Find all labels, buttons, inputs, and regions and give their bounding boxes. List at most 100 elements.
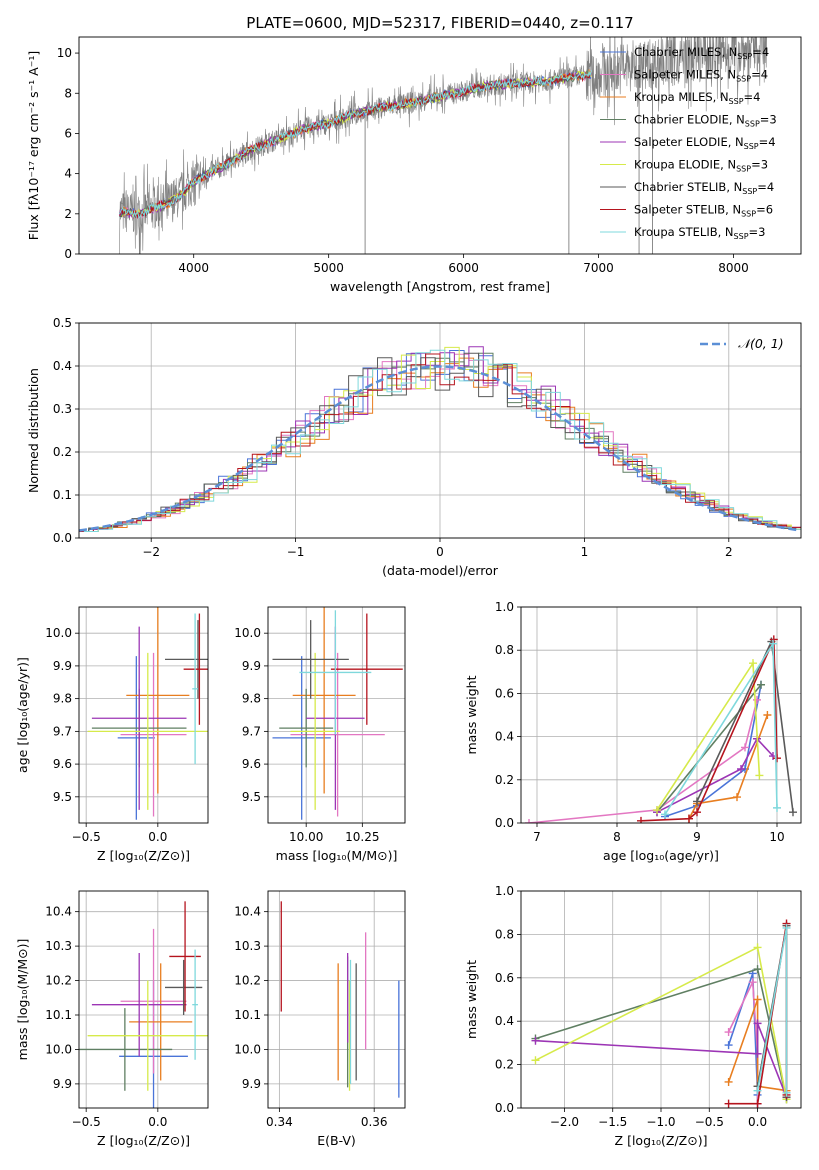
axes-frame bbox=[520, 890, 802, 1109]
x-tick-label: −0.5 bbox=[72, 1115, 101, 1129]
legend-label: Salpeter MILES, NSSP=4 bbox=[634, 68, 768, 84]
axes-frame bbox=[78, 890, 209, 1109]
y-tick-label: 0.2 bbox=[495, 773, 514, 787]
x-tick-label: 10 bbox=[769, 830, 784, 844]
y-tick-label: 0.4 bbox=[53, 359, 72, 373]
grid bbox=[79, 891, 208, 1108]
legend-label: Chabrier MILES, NSSP=4 bbox=[634, 45, 769, 61]
massweight-line-salpeter_miles bbox=[528, 699, 758, 823]
panel-age_vs_mass: 10.00 10.25 9.5 9.6 9.7 9.8 9.9 10.0 mass [log₁₀… bbox=[234, 606, 406, 863]
x-axis-label: E(B-V) bbox=[317, 1133, 356, 1148]
massweight-marker-kroupa_elodie bbox=[749, 659, 757, 668]
model-line-salpeter_stelib bbox=[119, 71, 592, 219]
y-tick-label: 10.0 bbox=[45, 626, 72, 640]
x-tick-label: 0.0 bbox=[148, 830, 167, 844]
y-tick-label: 9.8 bbox=[242, 692, 261, 706]
massweight-marker-kroupa_stelib bbox=[769, 639, 777, 648]
massweight-line-salpeter_elodie bbox=[535, 1023, 788, 1098]
x-tick-label: −1.0 bbox=[646, 1115, 675, 1129]
massweight-marker-salpeter_elodie bbox=[753, 1019, 762, 1028]
y-tick-label: 0.3 bbox=[53, 402, 72, 416]
y-tick-label: 10.3 bbox=[45, 939, 72, 953]
y-tick-label: 9.8 bbox=[53, 692, 72, 706]
y-tick-label: 9.5 bbox=[242, 790, 261, 804]
normal-curve bbox=[79, 365, 799, 532]
y-tick-label: 9.6 bbox=[242, 757, 261, 771]
axes-frame bbox=[520, 606, 802, 824]
legend-label: Kroupa MILES, NSSP=4 bbox=[634, 90, 760, 106]
x-axis-label: age [log₁₀(age/yr)] bbox=[603, 848, 719, 863]
y-tick-label: 0 bbox=[64, 247, 72, 261]
y-tick-label: 10.2 bbox=[234, 974, 261, 988]
x-tick-label: 10.25 bbox=[345, 830, 379, 844]
massweight-line-salpeter_elodie bbox=[656, 737, 774, 813]
massweight-marker-salpeter_miles bbox=[741, 743, 749, 752]
plot-area bbox=[79, 901, 208, 1108]
x-tick-label: −2.0 bbox=[550, 1115, 579, 1129]
normal-legend-label: 𝒩(0, 1) bbox=[738, 336, 784, 351]
y-tick-label: 0.6 bbox=[495, 686, 514, 700]
massweight-line-chabrier_miles bbox=[664, 684, 762, 818]
x-axis-label: Z [log₁₀(Z/Z⊙)] bbox=[615, 1133, 708, 1148]
massweight-marker-kroupa_elodie bbox=[753, 943, 762, 952]
massweight-marker-chabrier_elodie bbox=[757, 680, 765, 689]
massweight-line-kroupa_stelib bbox=[756, 927, 788, 1093]
x-tick-label: −1.5 bbox=[598, 1115, 627, 1129]
x-axis-label: Z [log₁₀(Z/Z⊙)] bbox=[97, 1133, 190, 1148]
y-axis-label: mass weight bbox=[464, 675, 479, 754]
y-tick-label: 0.4 bbox=[495, 1014, 514, 1028]
axes-frame bbox=[267, 606, 406, 824]
y-tick-label: 10 bbox=[57, 46, 72, 60]
residual-hist-salpeter_stelib bbox=[79, 353, 801, 532]
x-tick-label: 7 bbox=[533, 830, 541, 844]
massweight-marker-chabrier_miles bbox=[724, 1041, 733, 1050]
y-tick-label: 10.0 bbox=[45, 1042, 72, 1056]
massweight-marker-kroupa_elodie bbox=[531, 1056, 540, 1065]
y-tick-label: 9.7 bbox=[53, 724, 72, 738]
massweight-marker-kroupa_miles bbox=[733, 793, 741, 802]
model-line-kroupa_stelib bbox=[119, 70, 592, 219]
y-tick-label: 0.1 bbox=[53, 488, 72, 502]
massweight-marker-salpeter_stelib bbox=[693, 808, 701, 817]
y-axis-label: mass [log₁₀(M/M⊙)] bbox=[15, 939, 30, 1061]
x-axis-label: (data-model)/error bbox=[382, 563, 499, 578]
massweight-marker-salpeter_miles bbox=[724, 1028, 733, 1037]
massweight-marker-kroupa_miles bbox=[763, 711, 772, 719]
y-tick-label: 0.5 bbox=[53, 316, 72, 330]
y-tick-label: 0.6 bbox=[495, 971, 514, 985]
panel-massweight_vs_age: 7 8 9 10 0.0 0.2 0.4 0.6 0.8 1.0 age [log₁₀(age/yr… bbox=[464, 600, 802, 863]
y-tick-label: 9.9 bbox=[242, 659, 261, 673]
massweight-marker-salpeter_elodie bbox=[737, 765, 745, 773]
residual-hist-kroupa_stelib bbox=[83, 349, 801, 532]
y-tick-label: 1.0 bbox=[495, 600, 514, 614]
x-tick-label: −2 bbox=[142, 545, 160, 559]
plot-area bbox=[119, 37, 767, 254]
residual-hist-chabrier_stelib bbox=[79, 352, 797, 532]
plot-area bbox=[280, 901, 400, 1098]
legend-label: Chabrier ELODIE, NSSP=3 bbox=[634, 113, 777, 129]
y-axis-label: age [log₁₀(age/yr)] bbox=[15, 657, 30, 773]
x-tick-label: 5000 bbox=[313, 261, 344, 275]
y-tick-label: 9.5 bbox=[53, 790, 72, 804]
legend-label: Kroupa ELODIE, NSSP=3 bbox=[634, 158, 768, 174]
massweight-marker-salpeter_elodie bbox=[531, 1036, 540, 1045]
grid bbox=[268, 891, 405, 1108]
massweight-line-kroupa_miles bbox=[688, 714, 769, 820]
y-axis-label: Flux [fλ10⁻¹⁷ erg cm⁻² s⁻¹ A⁻¹] bbox=[26, 51, 41, 240]
massweight-marker-salpeter_miles bbox=[525, 819, 533, 823]
y-tick-label: 4 bbox=[64, 167, 72, 181]
panel-massweight_vs_Z: −2.0 −1.5 −1.0 −0.5 0.0 0.0 0.2 0.4 0.6 0.8 1.0 Z [… bbox=[464, 884, 802, 1148]
x-tick-label: 8 bbox=[613, 830, 621, 844]
x-tick-label: 10.00 bbox=[289, 830, 323, 844]
y-tick-label: 9.9 bbox=[242, 1077, 261, 1091]
massweight-marker-kroupa_stelib bbox=[661, 810, 669, 819]
y-tick-label: 6 bbox=[64, 126, 72, 140]
panel-mass_vs_ebv: 0.34 0.36 9.9 10.0 10.1 10.2 10.3 10.4 E(B-V) bbox=[234, 890, 406, 1148]
y-tick-label: 0.4 bbox=[495, 730, 514, 744]
x-axis-label: Z [log₁₀(Z/Z⊙)] bbox=[97, 848, 190, 863]
x-tick-label: 1 bbox=[581, 545, 589, 559]
plot-area bbox=[79, 346, 801, 532]
y-tick-label: 9.9 bbox=[53, 1077, 72, 1091]
y-tick-label: 10.4 bbox=[45, 905, 72, 919]
y-axis-label: Normed distribution bbox=[26, 368, 41, 493]
